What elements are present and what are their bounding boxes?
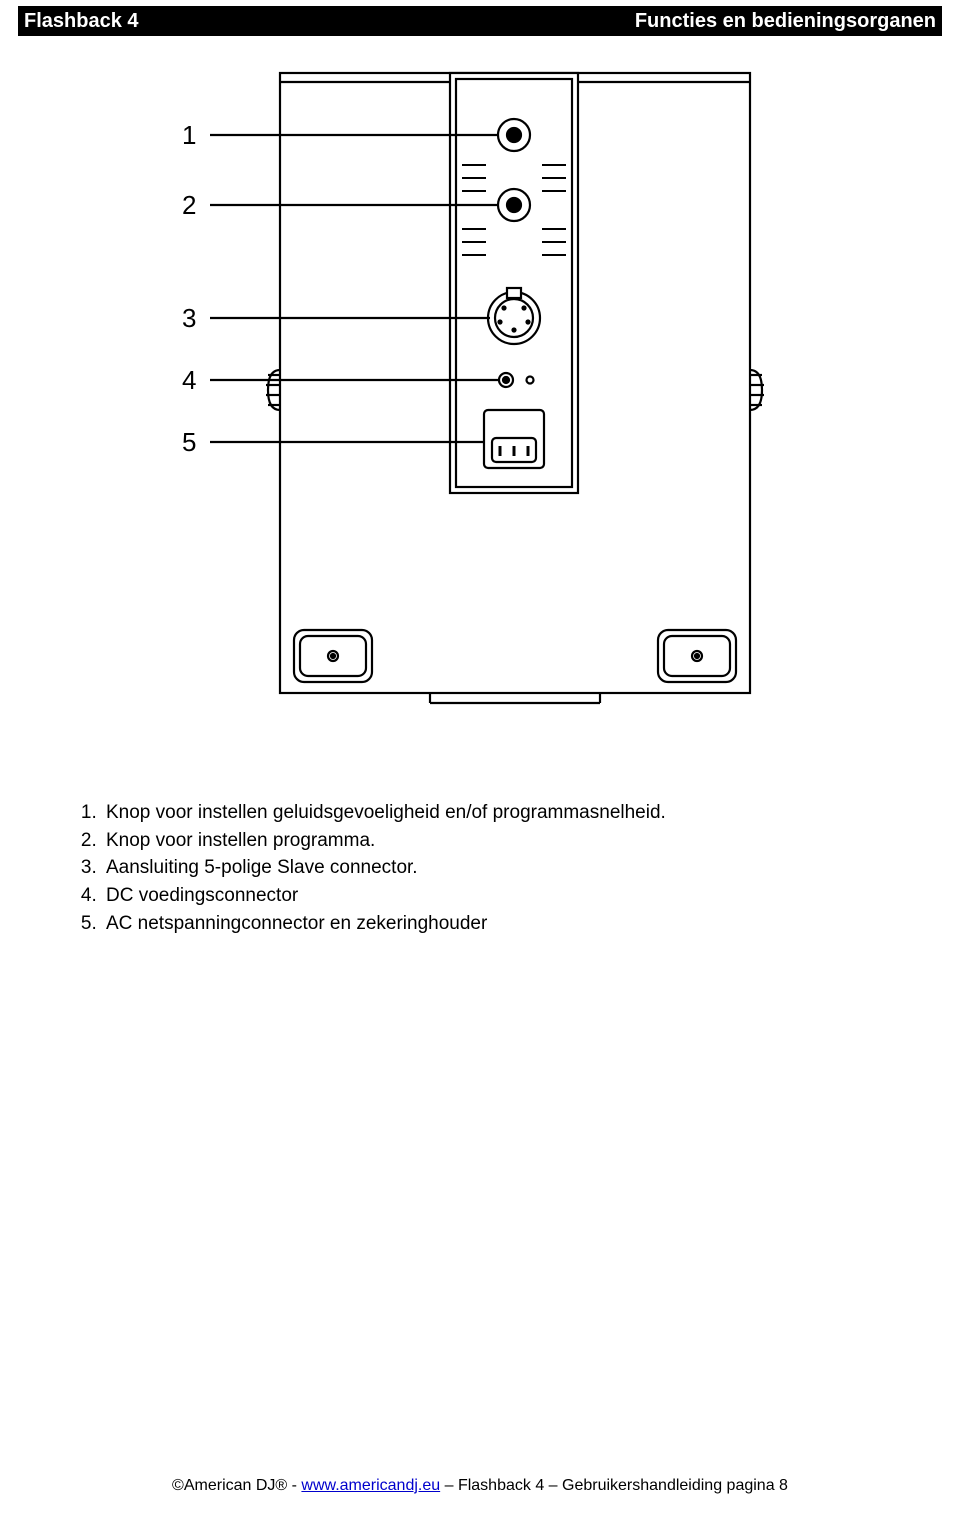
- callout-1: 1: [182, 120, 196, 150]
- legend-item: AC netspanningconnector en zekeringhoude…: [102, 911, 900, 937]
- callout-4: 4: [182, 365, 196, 395]
- header-bar: Flashback 4 Functies en bedieningsorgane…: [18, 6, 942, 36]
- footer-link[interactable]: www.americandj.eu: [301, 1477, 440, 1494]
- page: Flashback 4 Functies en bedieningsorgane…: [0, 0, 960, 1515]
- footer-suffix: – Flashback 4 – Gebruikershandleiding pa…: [440, 1477, 788, 1494]
- legend-item: DC voedingsconnector: [102, 883, 900, 909]
- legend-item: Knop voor instellen programma.: [102, 828, 900, 854]
- callout-3: 3: [182, 303, 196, 333]
- legend-item: Knop voor instellen geluidsgevoeligheid …: [102, 800, 900, 826]
- callout-5: 5: [182, 427, 196, 457]
- callout-2: 2: [182, 190, 196, 220]
- legend-list: Knop voor instellen geluidsgevoeligheid …: [60, 800, 900, 938]
- footer-prefix: ©American DJ® -: [172, 1477, 301, 1494]
- legend-item: Aansluiting 5-polige Slave connector.: [102, 855, 900, 881]
- device-diagram: 1 2 3 4 5: [140, 70, 820, 730]
- footer: ©American DJ® - www.americandj.eu – Flas…: [0, 1477, 960, 1495]
- header-left: Flashback 4: [24, 10, 139, 33]
- header-right: Functies en bedieningsorganen: [635, 10, 936, 33]
